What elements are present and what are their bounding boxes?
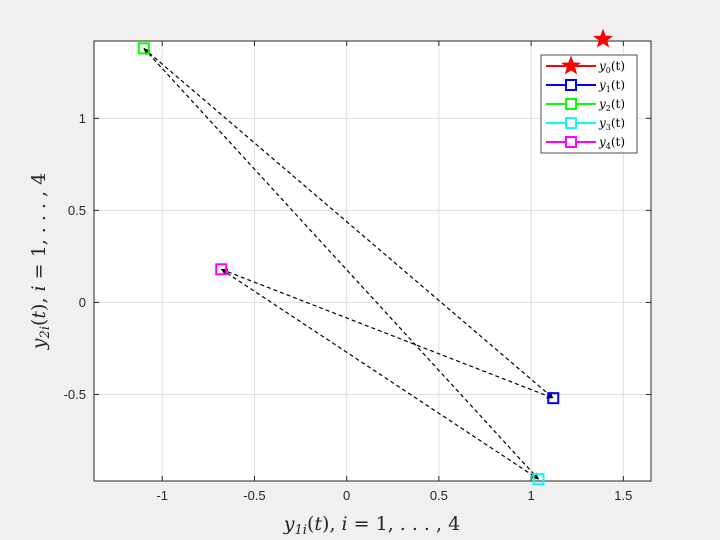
legend-square-marker — [565, 117, 577, 129]
legend-square-marker — [565, 136, 577, 148]
y-tick-label: 0.5 — [68, 203, 86, 218]
legend-label: y1(t) — [598, 78, 625, 94]
connection-line — [220, 268, 539, 480]
legend-label: y4(t) — [598, 135, 625, 151]
legend-square-marker — [565, 98, 577, 110]
x-tick-labels: -1 -0.5 0 0.5 1 1.5 — [156, 488, 632, 503]
x-tick-label: -0.5 — [243, 488, 265, 503]
legend-label: y3(t) — [598, 116, 625, 132]
legend-items: y0(t) y1(t) y2(t) y3(t) y4(t) — [546, 55, 625, 151]
marker-y2t — [137, 42, 150, 55]
y-tick-label: 0 — [79, 295, 86, 310]
legend-label: y0(t) — [598, 59, 625, 75]
y-tick-labels: -0.5 0 0.5 1 — [64, 111, 86, 402]
legend-label: y2(t) — [598, 97, 625, 113]
legend: y0(t) y1(t) y2(t) y3(t) y4(t) — [540, 54, 638, 154]
x-tick-label: 1.5 — [614, 488, 632, 503]
x-axis-label: y1i(t), i = 1, . . . , 4 — [283, 513, 460, 538]
marker-y3t — [532, 473, 545, 486]
y-axis-label: y2i(t), i = 1, . . . , 4 — [28, 173, 53, 350]
axes-box — [93, 40, 652, 482]
connection-line — [143, 47, 539, 480]
series-markers — [137, 28, 613, 486]
marker-y4t — [215, 263, 228, 276]
x-tick-label: 1 — [527, 488, 534, 503]
connection-line — [143, 47, 554, 399]
y-tick-label: 1 — [79, 111, 86, 126]
legend-square-marker — [565, 79, 577, 91]
x-tick-label: 0.5 — [430, 488, 448, 503]
y-tick-label: -0.5 — [64, 387, 86, 402]
tick-marks — [94, 41, 651, 481]
x-tick-label: -1 — [156, 488, 168, 503]
x-tick-label: 0 — [343, 488, 350, 503]
connection-line — [221, 268, 554, 399]
marker-y1t — [547, 392, 560, 405]
legend-star-marker — [561, 55, 581, 75]
marker-y0t — [593, 28, 613, 48]
